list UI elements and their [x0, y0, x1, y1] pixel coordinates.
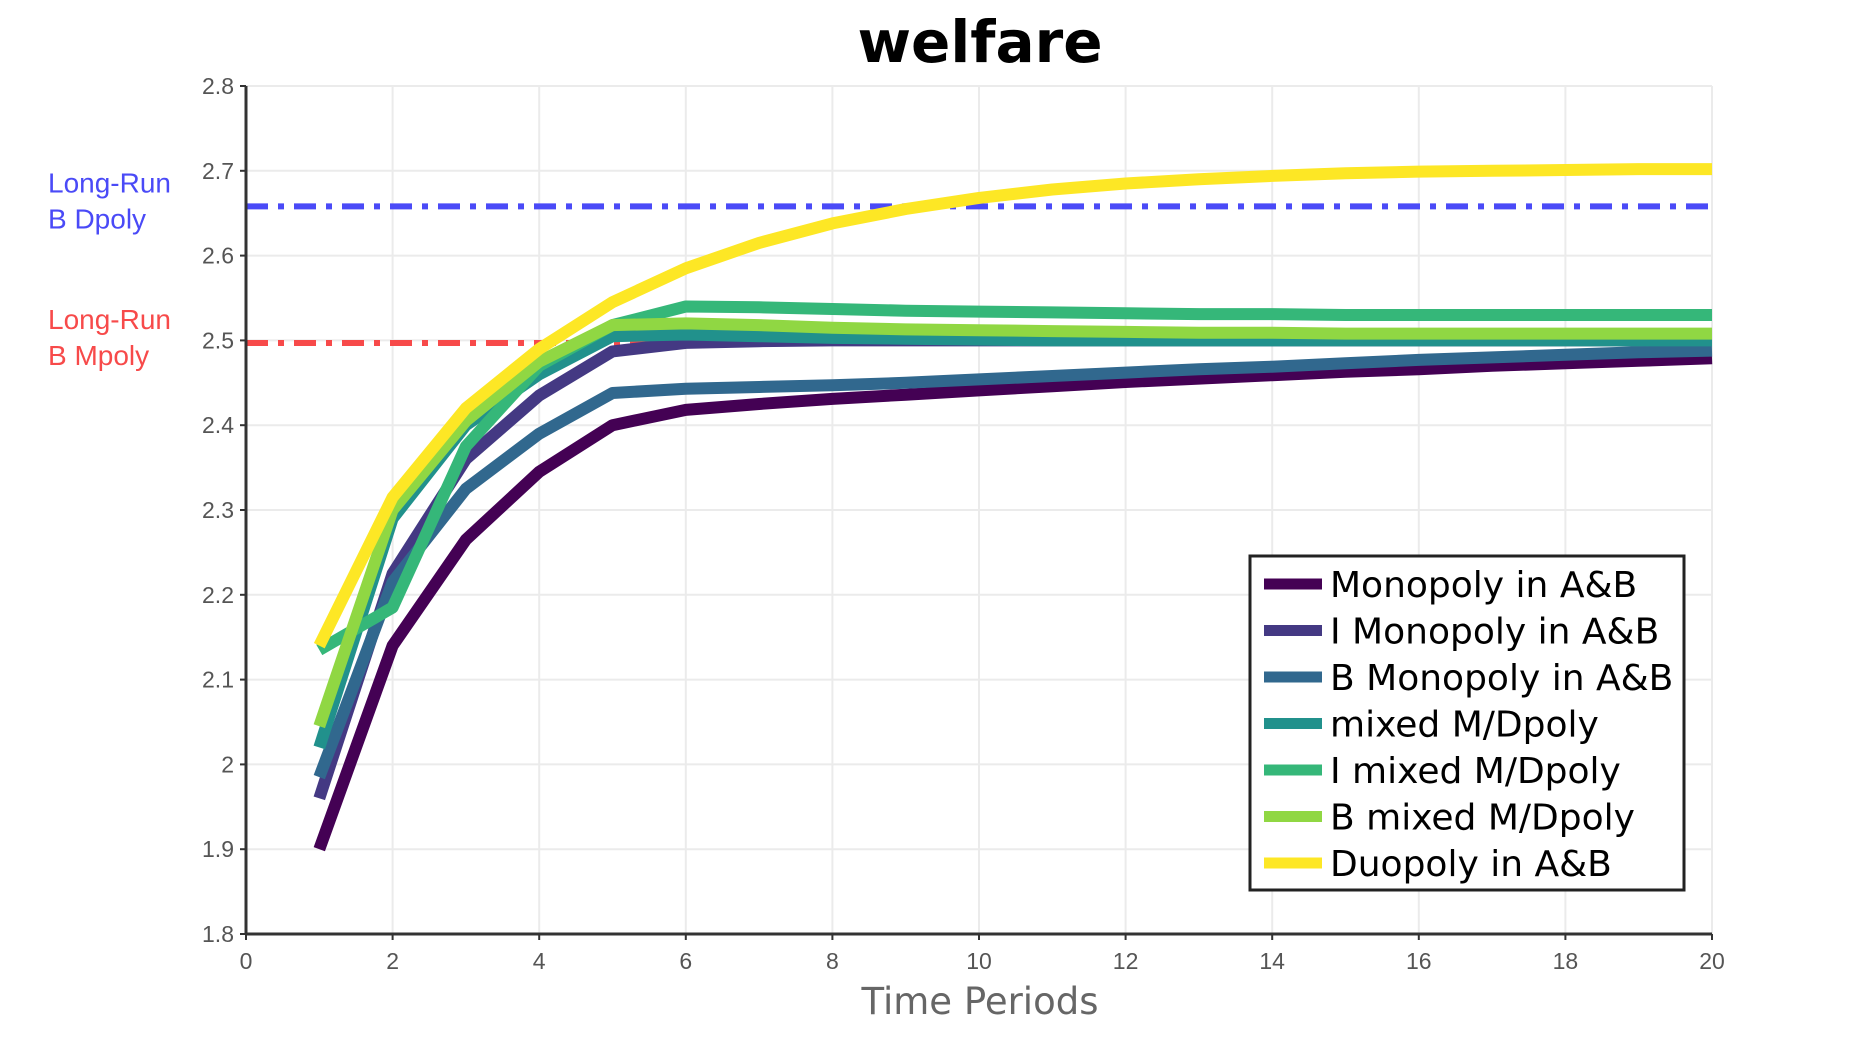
axes — [240, 85, 1713, 940]
x-tick-label: 6 — [679, 948, 692, 974]
legend-entry: Duopoly in A&B — [1330, 844, 1612, 885]
x-tick-label: 16 — [1406, 948, 1432, 974]
legend-box — [1248, 554, 1686, 892]
y-tick-label: 2.6 — [202, 243, 234, 269]
y-tick-label: 2.3 — [202, 497, 234, 523]
legend-entry: I mixed M/Dpoly — [1330, 751, 1621, 792]
x-tick-label: 0 — [240, 948, 253, 974]
y-tick-label: 2.2 — [202, 582, 234, 608]
series-line — [313, 352, 1713, 852]
x-tick-label: 18 — [1553, 948, 1579, 974]
y-tick-label: 2.8 — [202, 73, 234, 99]
y-tick-label: 2 — [221, 751, 234, 777]
tick-labels: 0 2 4 6 8 10 12 14 16 18 20 1.8 1.9 2 2.1 2.2 2.3 2.4 2.5 2… — [202, 73, 1725, 974]
reference-line-label: B Dpoly — [48, 203, 146, 234]
x-tick-label: 12 — [1113, 948, 1139, 974]
legend-entry: Monopoly in A&B — [1330, 565, 1637, 606]
x-tick-label: 8 — [826, 948, 839, 974]
legend-entry: B mixed M/Dpoly — [1330, 798, 1635, 839]
x-tick-label: 20 — [1699, 948, 1725, 974]
series-lines — [313, 163, 1713, 852]
reference-line-label: B Mpoly — [48, 340, 149, 371]
y-tick-label: 2.4 — [202, 412, 234, 438]
x-tick-label: 2 — [386, 948, 399, 974]
x-tick-label: 10 — [966, 948, 992, 974]
legend-entry: mixed M/Dpoly — [1330, 705, 1599, 746]
legend-entry: I Monopoly in A&B — [1330, 612, 1659, 653]
x-axis-label: Time Periods — [861, 980, 1099, 1023]
x-tick-label: 4 — [533, 948, 546, 974]
reference-line-label: Long-Run — [48, 167, 171, 198]
legend-entry: B Monopoly in A&B — [1330, 658, 1673, 699]
y-tick-label: 1.9 — [202, 836, 234, 862]
series-line — [313, 163, 1712, 649]
series-line — [313, 328, 1712, 750]
y-tick-label: 2.1 — [202, 667, 234, 693]
y-tick-label: 2.5 — [202, 327, 234, 353]
y-tick-label: 2.7 — [202, 158, 234, 184]
series-line — [313, 317, 1712, 729]
legend: Monopoly in A&B I Monopoly in A&B B Monopo… — [1248, 554, 1686, 892]
x-tick-label: 14 — [1259, 948, 1285, 974]
chart-title: welfare — [857, 8, 1102, 76]
series-line — [313, 344, 1713, 780]
y-tick-label: 1.8 — [202, 921, 234, 947]
reference-line-label: Long-Run — [48, 304, 171, 335]
